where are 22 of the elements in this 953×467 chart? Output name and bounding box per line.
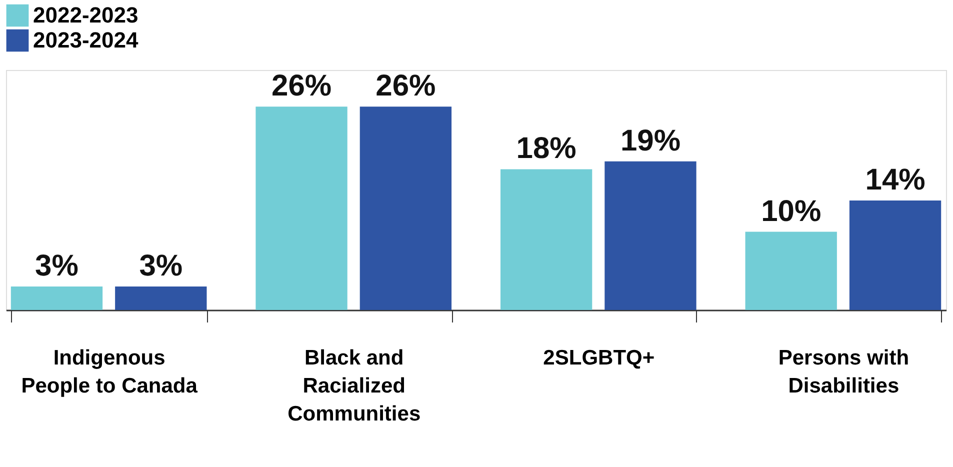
data-label: 26% — [376, 70, 436, 103]
data-label: 19% — [620, 124, 681, 158]
bar — [360, 106, 452, 310]
data-label: 14% — [865, 163, 926, 196]
x-tick-label: Black and Racialized Communities — [288, 346, 421, 426]
data-label: 3% — [139, 250, 183, 283]
bar — [849, 200, 942, 310]
legend-label: 2023-2024 — [33, 28, 139, 52]
x-tick-label: 2SLGBTQ+ — [543, 346, 655, 370]
legend-label: 2022-2023 — [33, 2, 138, 28]
bar — [256, 106, 348, 310]
x-tick-label: Persons with Disabilities — [778, 346, 910, 398]
x-tick-label: Indigenous People to Canada — [21, 346, 198, 398]
data-label: 18% — [516, 132, 576, 166]
bar — [745, 232, 837, 310]
bar — [115, 286, 207, 310]
bar — [500, 169, 592, 310]
bar — [10, 286, 103, 310]
data-label: 10% — [761, 194, 822, 228]
bar — [604, 161, 696, 310]
data-label: 3% — [35, 250, 78, 283]
data-label: 26% — [271, 70, 332, 103]
